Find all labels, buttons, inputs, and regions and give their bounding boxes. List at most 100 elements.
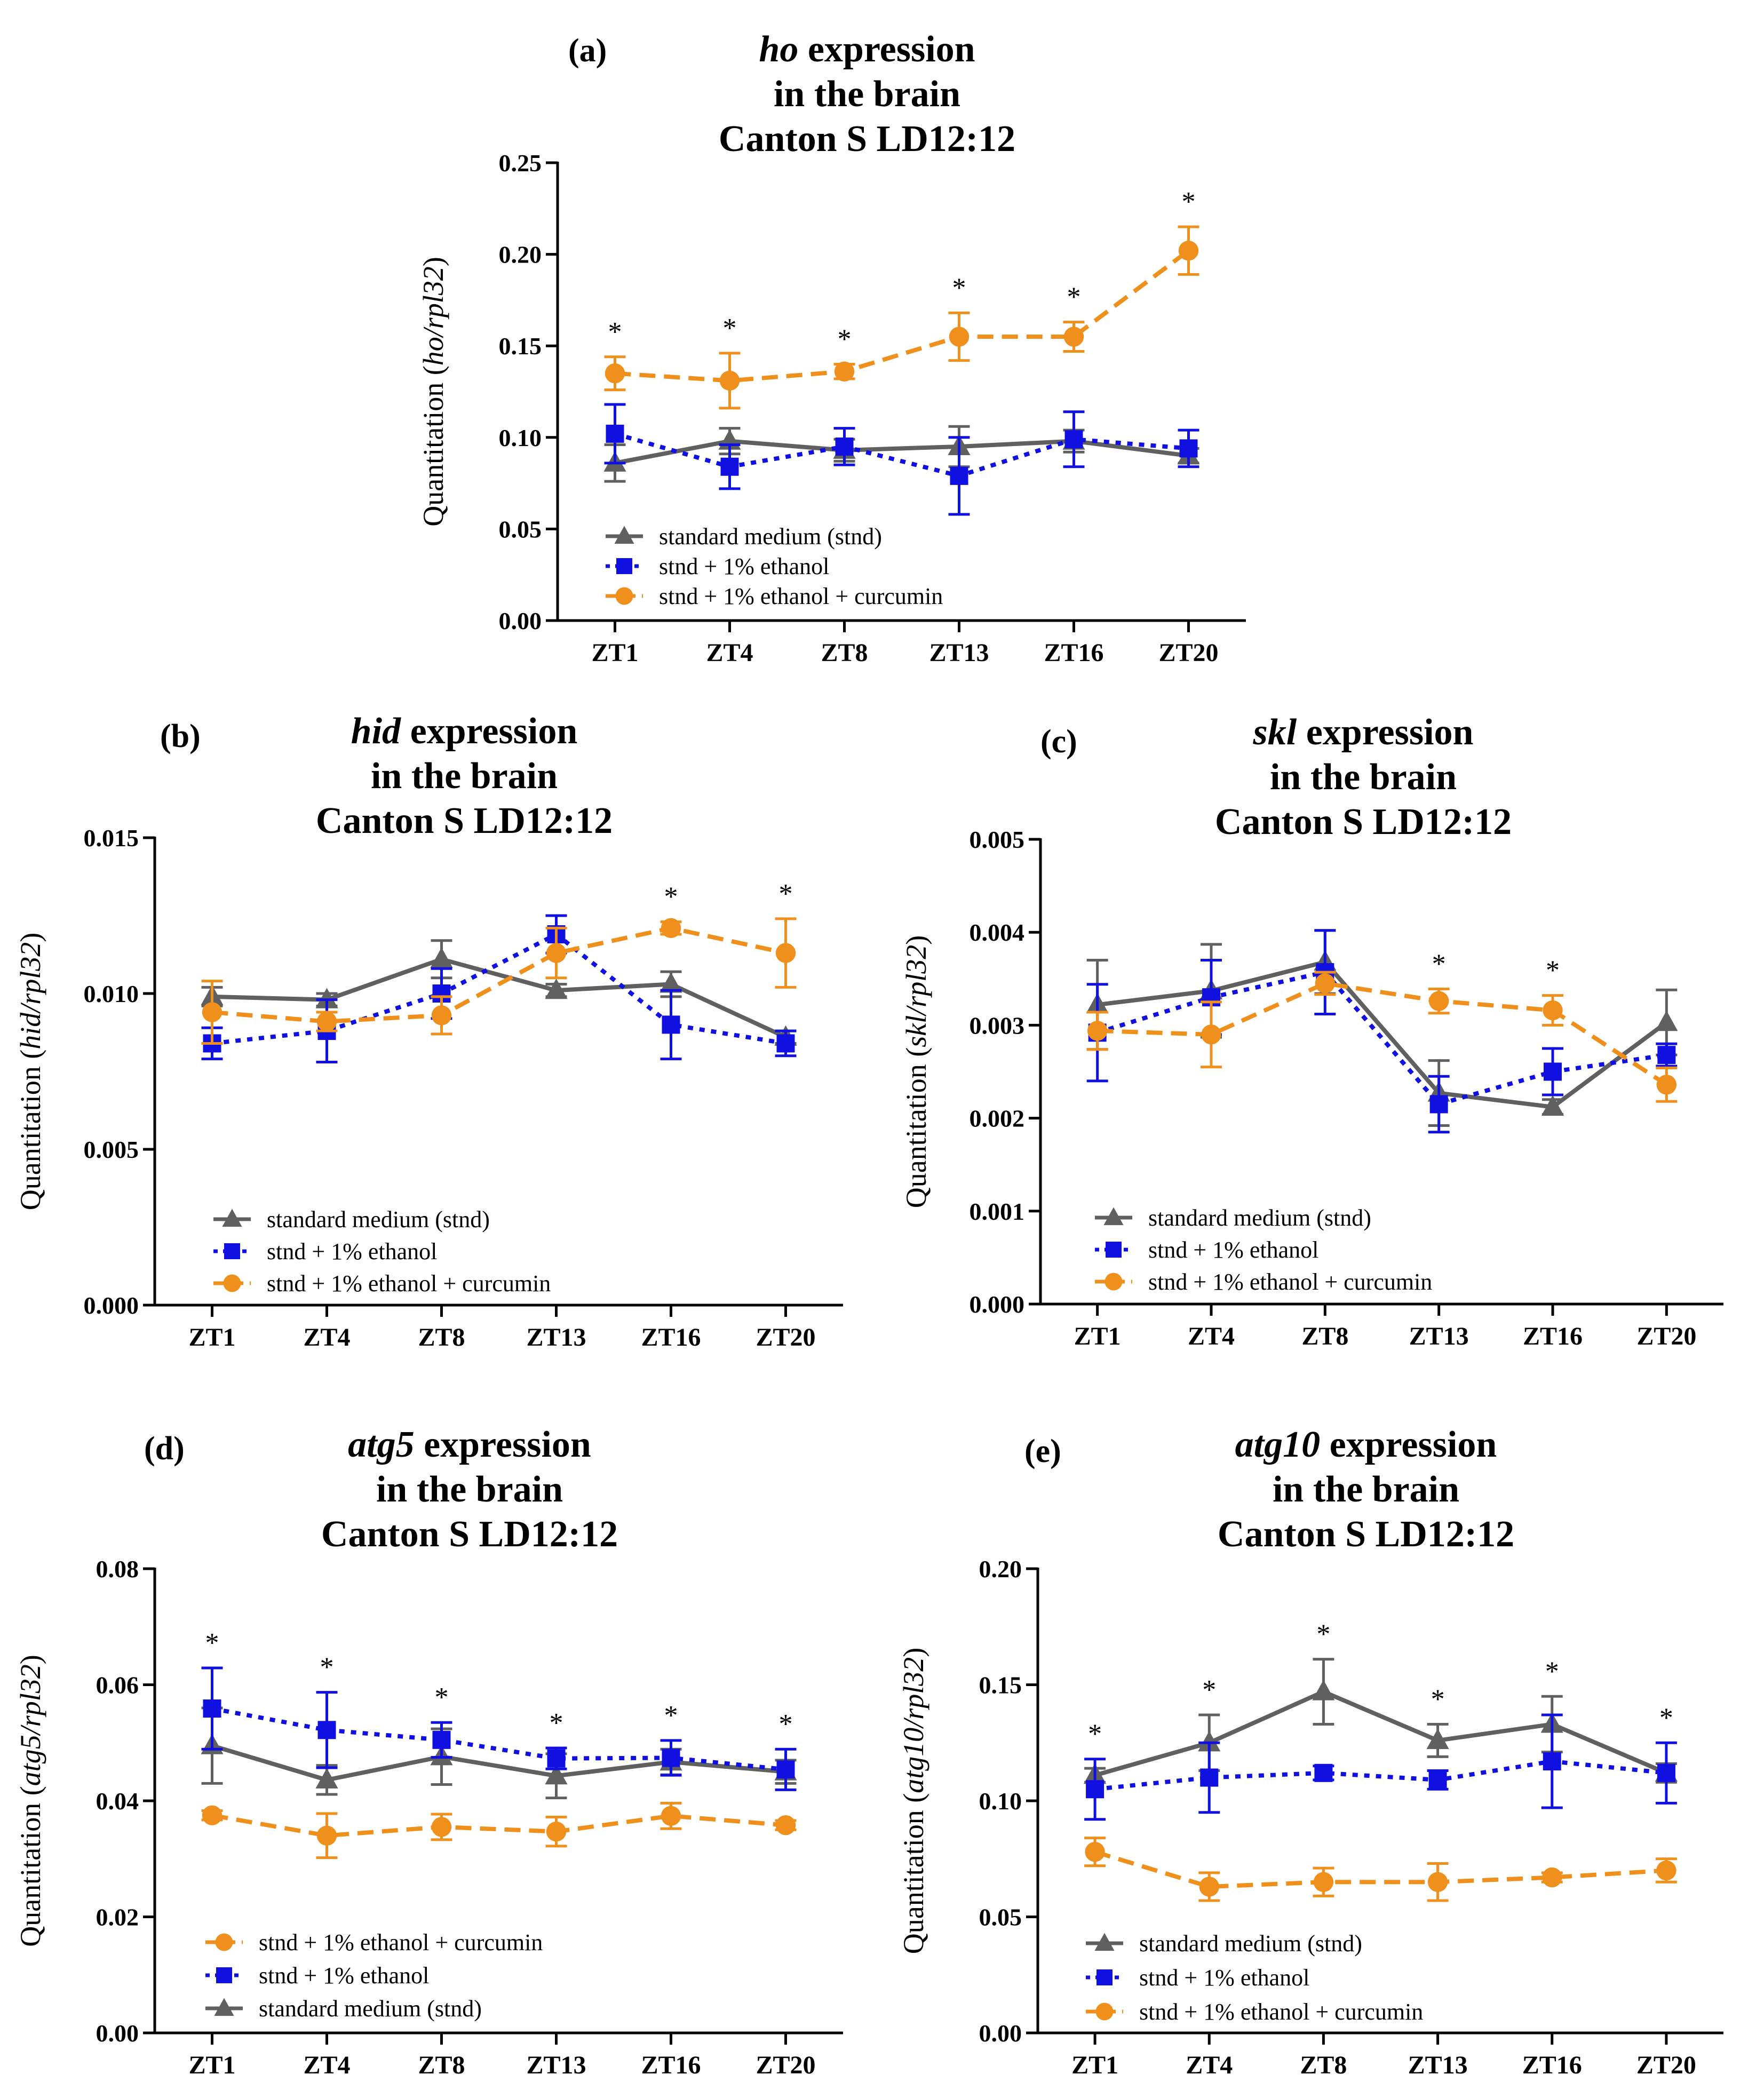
y-tick-label: 0.004 <box>970 919 1025 946</box>
legend-label: standard medium (stnd) <box>1148 1205 1371 1231</box>
significance-star: * <box>779 879 793 909</box>
data-point-curcumin <box>1427 1872 1448 1892</box>
x-tick-label: ZT16 <box>641 1323 701 1352</box>
chart-title-line2: in the brain <box>376 1469 563 1510</box>
data-point-ethanol <box>1657 1046 1676 1064</box>
data-point-ethanol <box>203 1699 221 1718</box>
data-point-ethanol <box>776 1034 795 1053</box>
y-axis-label-pre: Quantitation ( <box>14 1050 46 1210</box>
significance-star: * <box>664 882 678 912</box>
data-point-stnd <box>1655 1011 1678 1031</box>
x-tick-label: ZT1 <box>591 639 638 667</box>
y-axis-label-post: ) <box>897 1648 929 1657</box>
series-curcumin <box>1086 971 1678 1103</box>
x-tick-label: ZT4 <box>706 639 753 667</box>
legend-item-curcumin: stnd + 1% ethanol + curcumin <box>205 1929 543 1956</box>
data-point-ethanol <box>1544 1062 1562 1081</box>
y-tick-label: 0.000 <box>84 1292 139 1319</box>
data-point-stnd <box>1426 1728 1449 1749</box>
legend-label: standard medium (stnd) <box>259 1996 482 2022</box>
y-tick-label: 0.002 <box>970 1105 1025 1132</box>
data-point-ethanol <box>1657 1763 1675 1782</box>
panel-label: (d) <box>144 1431 185 1467</box>
series-curcumin <box>201 917 797 1045</box>
x-tick-label: ZT16 <box>641 2051 701 2079</box>
series-line-curcumin <box>211 1813 786 1838</box>
legend-marker-curcumin <box>1105 1273 1123 1291</box>
legend-marker-ethanol <box>216 1967 232 1983</box>
chart-title-line3: Canton S LD12:12 <box>316 800 613 841</box>
data-point-curcumin <box>661 1806 681 1826</box>
data-point-curcumin <box>1313 1872 1334 1892</box>
data-point-stnd <box>1312 1680 1335 1700</box>
x-tick-label: ZT8 <box>1300 2051 1347 2079</box>
data-point-curcumin <box>1201 1024 1221 1045</box>
series-curcumin <box>201 1801 797 1859</box>
y-tick-label: 0.20 <box>499 241 542 268</box>
significance-star: * <box>952 273 966 303</box>
legend-item-stnd: standard medium (stnd) <box>606 523 882 550</box>
y-axis-label-post: ) <box>417 257 449 266</box>
data-point-curcumin <box>431 1817 452 1837</box>
data-point-ethanol <box>662 1015 680 1034</box>
y-axis-label-pre: Quantitation ( <box>417 365 449 526</box>
chart-title-rest: expression <box>1297 712 1473 753</box>
legend-item-ethanol: stnd + 1% ethanol <box>205 1962 429 1989</box>
x-tick-label: ZT20 <box>756 1323 815 1352</box>
panel-label: (a) <box>568 33 607 69</box>
significance-star: * <box>1067 282 1081 313</box>
y-axis-label-post: ) <box>900 935 932 945</box>
y-tick-label: 0.04 <box>96 1787 139 1815</box>
legend-label: stnd + 1% ethanol <box>1148 1237 1318 1263</box>
data-point-stnd <box>545 1764 568 1785</box>
y-tick-label: 0.02 <box>96 1904 139 1931</box>
x-tick-label: ZT20 <box>756 2051 815 2079</box>
legend-label: stnd + 1% ethanol <box>659 553 829 579</box>
y-tick-label: 0.00 <box>96 2020 139 2047</box>
data-point-curcumin <box>1656 1075 1677 1095</box>
data-point-ethanol <box>1179 439 1198 458</box>
data-point-curcumin <box>1199 1877 1219 1897</box>
x-tick-label: ZT20 <box>1636 2051 1696 2079</box>
legend-item-curcumin: stnd + 1% ethanol + curcumin <box>1095 1269 1432 1295</box>
data-point-curcumin <box>605 363 625 384</box>
panel-label: (c) <box>1040 724 1077 760</box>
y-axis-label-gene: atg10/rpl32 <box>897 1657 929 1793</box>
legend-marker-stnd <box>214 1998 234 2016</box>
legend-item-stnd: standard medium (stnd) <box>205 1996 482 2022</box>
data-point-ethanol <box>662 1749 680 1767</box>
chart-title-rest: expression <box>415 1424 591 1465</box>
y-tick-label: 0.015 <box>84 824 139 852</box>
y-tick-label: 0.25 <box>499 149 542 177</box>
series-line-curcumin <box>1097 981 1668 1087</box>
chart-title: hid expression <box>351 711 578 752</box>
y-tick-label: 0.010 <box>84 980 139 1007</box>
significance-star: * <box>1546 956 1560 986</box>
significance-star: * <box>608 317 622 347</box>
significance-star: * <box>723 313 737 344</box>
y-axis-label: Quantitation (skl/rpl32) <box>900 935 932 1208</box>
y-tick-label: 0.003 <box>970 1012 1025 1039</box>
legend-marker-stnd <box>614 526 634 544</box>
y-axis-label: Quantitation (hid/rpl32) <box>14 933 46 1210</box>
series-curcumin <box>1084 1837 1677 1902</box>
data-point-curcumin <box>1178 241 1199 261</box>
data-point-ethanol <box>1428 1770 1447 1789</box>
data-point-curcumin <box>834 361 855 382</box>
series-line-stnd <box>211 1743 786 1782</box>
x-tick-label: ZT13 <box>929 639 989 667</box>
legend-label: stnd + 1% ethanol + curcumin <box>1139 1999 1423 2025</box>
legend-label: standard medium (stnd) <box>267 1206 490 1233</box>
x-tick-label: ZT8 <box>418 2051 465 2079</box>
chart-title-line2: in the brain <box>1270 757 1457 798</box>
panel-label: (e) <box>1024 1433 1061 1469</box>
legend-label: stnd + 1% ethanol <box>1139 1965 1309 1991</box>
series-ethanol <box>201 1666 797 1791</box>
data-point-ethanol <box>547 1749 566 1768</box>
chart-title-rest: expression <box>401 711 577 752</box>
x-tick-label: ZT1 <box>1071 2051 1118 2079</box>
chart-title-line3: Canton S LD12:12 <box>719 118 1015 160</box>
data-point-curcumin <box>202 1805 223 1825</box>
